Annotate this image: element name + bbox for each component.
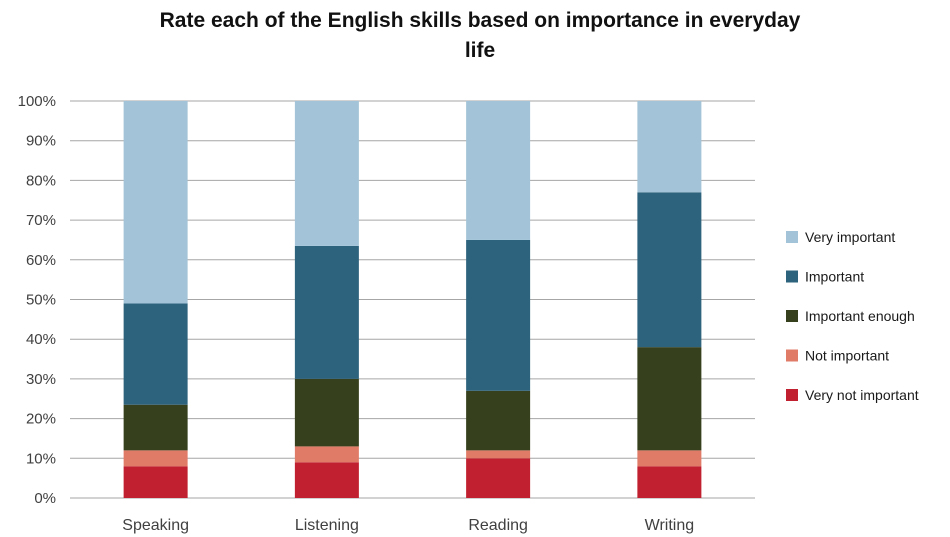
bar-segment — [637, 347, 702, 451]
bar-segment — [294, 245, 359, 379]
bar-segment — [123, 303, 188, 405]
bar-segment — [123, 101, 188, 304]
bar-segment — [637, 450, 702, 467]
bar-segment — [466, 101, 531, 240]
bar-segment — [294, 101, 359, 246]
bar-segment — [466, 390, 531, 451]
legend-swatch — [786, 231, 798, 243]
y-tick-label: 100% — [18, 93, 56, 110]
x-tick-label: Writing — [645, 517, 695, 534]
legend-label: Not important — [805, 348, 889, 364]
chart-title: Rate each of the English skills based on… — [159, 9, 801, 62]
legend-swatch — [786, 310, 798, 322]
bar-segment — [294, 378, 359, 447]
y-tick-label: 20% — [26, 411, 56, 428]
bar-segment — [123, 466, 188, 498]
legend-swatch — [786, 349, 798, 362]
y-tick-label: 50% — [26, 292, 56, 309]
bar-segment — [294, 462, 359, 498]
bar-segment — [466, 239, 531, 391]
y-tick-label: 10% — [26, 450, 56, 467]
y-tick-label: 0% — [34, 490, 56, 507]
y-tick-label: 60% — [26, 252, 56, 269]
y-tick-label: 80% — [26, 172, 56, 189]
legend-swatch — [786, 270, 798, 283]
bar-segment — [294, 446, 359, 463]
bar-segment — [637, 466, 702, 498]
bar-segment — [466, 458, 531, 498]
legend-label: Important — [805, 269, 864, 285]
x-tick-label: Listening — [295, 517, 359, 534]
legend-label: Very not important — [805, 387, 919, 403]
legend-swatch — [786, 389, 798, 401]
legend-label: Important enough — [805, 308, 915, 324]
y-tick-label: 90% — [26, 133, 56, 150]
y-tick-label: 30% — [26, 371, 56, 388]
bar-segment — [123, 450, 188, 467]
legend-label: Very important — [805, 229, 895, 245]
y-tick-label: 40% — [26, 331, 56, 348]
y-tick-label: 70% — [26, 212, 56, 229]
bar-segment — [466, 450, 531, 459]
x-tick-label: Reading — [468, 517, 528, 534]
x-tick-label: Speaking — [122, 517, 189, 534]
bar-segment — [637, 101, 702, 193]
bar-segment — [637, 192, 702, 348]
bar-segment — [123, 404, 188, 451]
